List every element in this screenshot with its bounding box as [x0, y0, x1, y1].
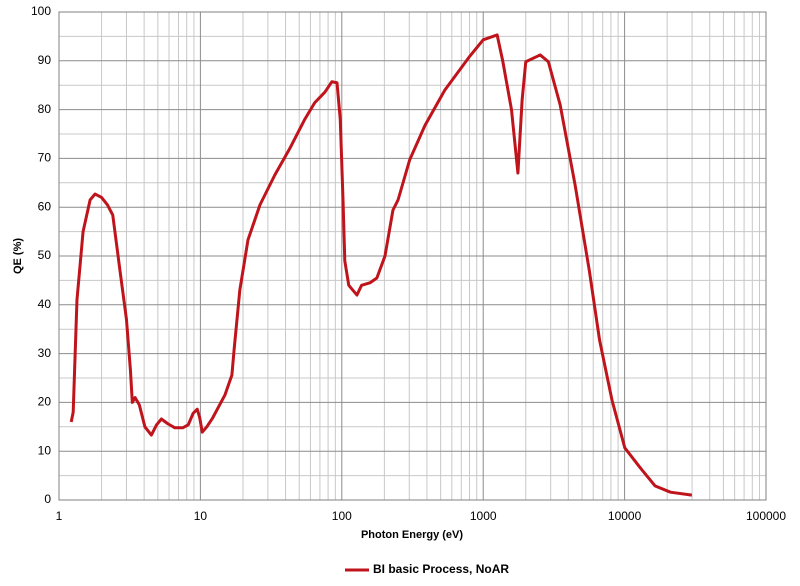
y-tick-label: 20	[38, 395, 52, 409]
y-tick-label: 40	[38, 297, 52, 311]
y-axis-title: QE (%)	[12, 238, 24, 274]
data-line	[69, 33, 693, 497]
y-tick-label: 80	[38, 102, 52, 116]
y-tick-label: 60	[38, 199, 52, 213]
x-tick-label: 1	[56, 509, 63, 523]
y-tick-label: 30	[38, 346, 52, 360]
y-tick-label: 10	[38, 443, 52, 457]
x-tick-label: 10	[194, 509, 208, 523]
y-tick-label: 50	[38, 248, 52, 262]
x-tick-label: 10000	[608, 509, 642, 523]
x-tick-label: 1000	[470, 509, 497, 523]
x-tick-label: 100	[332, 509, 352, 523]
y-tick-label: 90	[38, 53, 52, 67]
x-tick-label: 100000	[746, 509, 786, 523]
plot-frame	[58, 11, 767, 501]
y-tick-label: 70	[38, 151, 52, 165]
legend-label: BI basic Process, NoAR	[373, 562, 509, 576]
y-tick-label: 100	[31, 4, 51, 18]
x-axis-title: Photon Energy (eV)	[361, 529, 463, 541]
y-tick-label: 0	[44, 492, 51, 506]
